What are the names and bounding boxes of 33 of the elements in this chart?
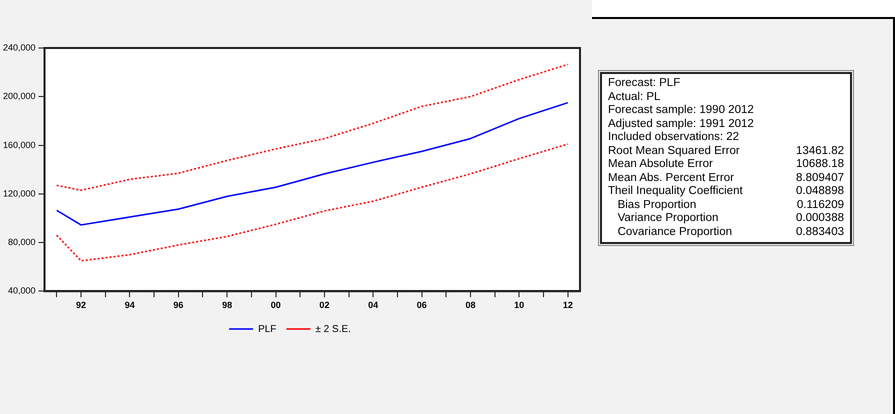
text: Covariance Proportion 0.883403 <box>618 226 844 238</box>
text: Bias Proportion 0.116209 <box>618 198 844 210</box>
text: Actual: PL <box>608 90 660 104</box>
y-tick-label: 120,000 <box>2 188 36 198</box>
legend-label: PLF <box>258 324 276 335</box>
text: Root Mean Squared Error 13461.82 <box>608 144 844 156</box>
text: Forecast: PLF <box>608 77 680 90</box>
y-tick-label: 80,000 <box>8 237 36 248</box>
y-tick-label: 160,000 <box>2 140 36 150</box>
line-series <box>56 64 569 192</box>
x-tick-label: 10 <box>514 300 524 310</box>
x-tick-label: 08 <box>465 300 476 310</box>
text: Adjusted sample: 1991 2012 <box>608 118 754 131</box>
x-tick-label: 98 <box>222 300 232 310</box>
text: Included observations: 22 <box>608 131 740 144</box>
text: Mean Absolute Error 10688.18 <box>608 158 844 170</box>
text: Mean Abs. Percent Error 8.809407 <box>608 172 844 184</box>
x-tick-label: 00 <box>270 300 281 310</box>
x-tick-label: 92 <box>76 300 86 310</box>
text: Theil Inequality Coefficient 0.048898 <box>608 185 844 197</box>
x-tick-label: 94 <box>124 300 135 310</box>
x-tick-label: 04 <box>368 300 378 310</box>
text: Variance Proportion 0.000388 <box>618 212 844 224</box>
legend-label: ± 2 S.E. <box>315 324 351 335</box>
x-tick-label: 96 <box>173 300 184 310</box>
y-tick-label: 40,000 <box>8 286 36 296</box>
y-tick-label: 200,000 <box>2 91 36 102</box>
text: Forecast sample: 1990 2012 <box>608 104 754 118</box>
x-tick-label: 02 <box>319 300 330 310</box>
x-tick-label: 06 <box>416 300 427 310</box>
y-tick-label: 240,000 <box>2 42 36 52</box>
x-tick-label: 12 <box>562 300 573 310</box>
line-series <box>56 143 569 262</box>
